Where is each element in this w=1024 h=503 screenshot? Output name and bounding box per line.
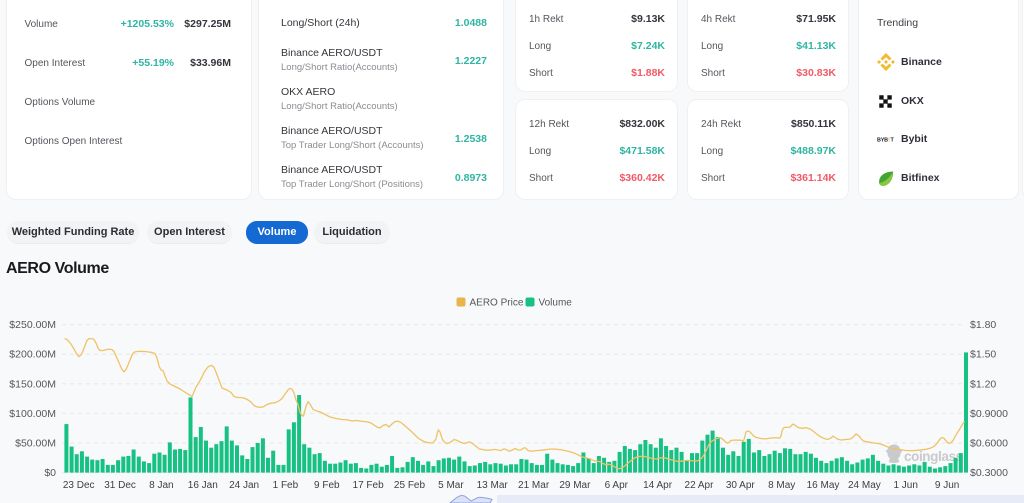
svg-text:31 Dec: 31 Dec bbox=[104, 480, 136, 491]
svg-text:$0: $0 bbox=[44, 467, 56, 479]
svg-text:6 Apr: 6 Apr bbox=[605, 480, 629, 491]
svg-text:29 Mar: 29 Mar bbox=[559, 480, 591, 491]
svg-text:BYB: BYB bbox=[877, 137, 888, 143]
svg-text:1 Feb: 1 Feb bbox=[273, 480, 299, 491]
svg-text:9 Jun: 9 Jun bbox=[935, 480, 959, 491]
svg-text:1 Jun: 1 Jun bbox=[893, 480, 917, 491]
svg-text:AERO Price: AERO Price bbox=[470, 298, 524, 309]
svg-text:22 Apr: 22 Apr bbox=[685, 480, 715, 491]
svg-text:8 May: 8 May bbox=[768, 480, 795, 491]
svg-text:$50.00M: $50.00M bbox=[15, 438, 56, 450]
svg-text:30 Apr: 30 Apr bbox=[726, 480, 756, 491]
svg-text:23 Dec: 23 Dec bbox=[63, 480, 95, 491]
svg-text:coinglass: coinglass bbox=[904, 449, 963, 464]
svg-text:9 Feb: 9 Feb bbox=[314, 480, 340, 491]
svg-text:13 Mar: 13 Mar bbox=[477, 480, 509, 491]
svg-text:$1.80: $1.80 bbox=[970, 319, 996, 331]
svg-text:$200.00M: $200.00M bbox=[9, 349, 56, 361]
svg-text:5 Mar: 5 Mar bbox=[438, 480, 464, 491]
svg-text:$1.20: $1.20 bbox=[970, 378, 996, 390]
svg-text:16 May: 16 May bbox=[807, 480, 840, 491]
svg-text:$1.50: $1.50 bbox=[970, 349, 996, 361]
svg-text:24 May: 24 May bbox=[848, 480, 881, 491]
svg-text:8 Jan: 8 Jan bbox=[149, 480, 173, 491]
svg-text:Volume: Volume bbox=[539, 298, 573, 309]
svg-text:$0.6000: $0.6000 bbox=[970, 438, 1008, 450]
svg-text:$100.00M: $100.00M bbox=[9, 408, 56, 420]
svg-text:T: T bbox=[890, 137, 894, 143]
svg-text:14 Apr: 14 Apr bbox=[643, 480, 673, 491]
svg-text:$0.3000: $0.3000 bbox=[970, 467, 1008, 479]
svg-text:24 Jan: 24 Jan bbox=[229, 480, 259, 491]
svg-text:25 Feb: 25 Feb bbox=[394, 480, 426, 491]
svg-text:$150.00M: $150.00M bbox=[9, 378, 56, 390]
svg-text:21 Mar: 21 Mar bbox=[518, 480, 550, 491]
svg-text:16 Jan: 16 Jan bbox=[188, 480, 218, 491]
svg-text:17 Feb: 17 Feb bbox=[353, 480, 385, 491]
svg-text:!: ! bbox=[888, 137, 890, 143]
svg-text:$0.9000: $0.9000 bbox=[970, 408, 1008, 420]
svg-text:$250.00M: $250.00M bbox=[9, 319, 56, 331]
